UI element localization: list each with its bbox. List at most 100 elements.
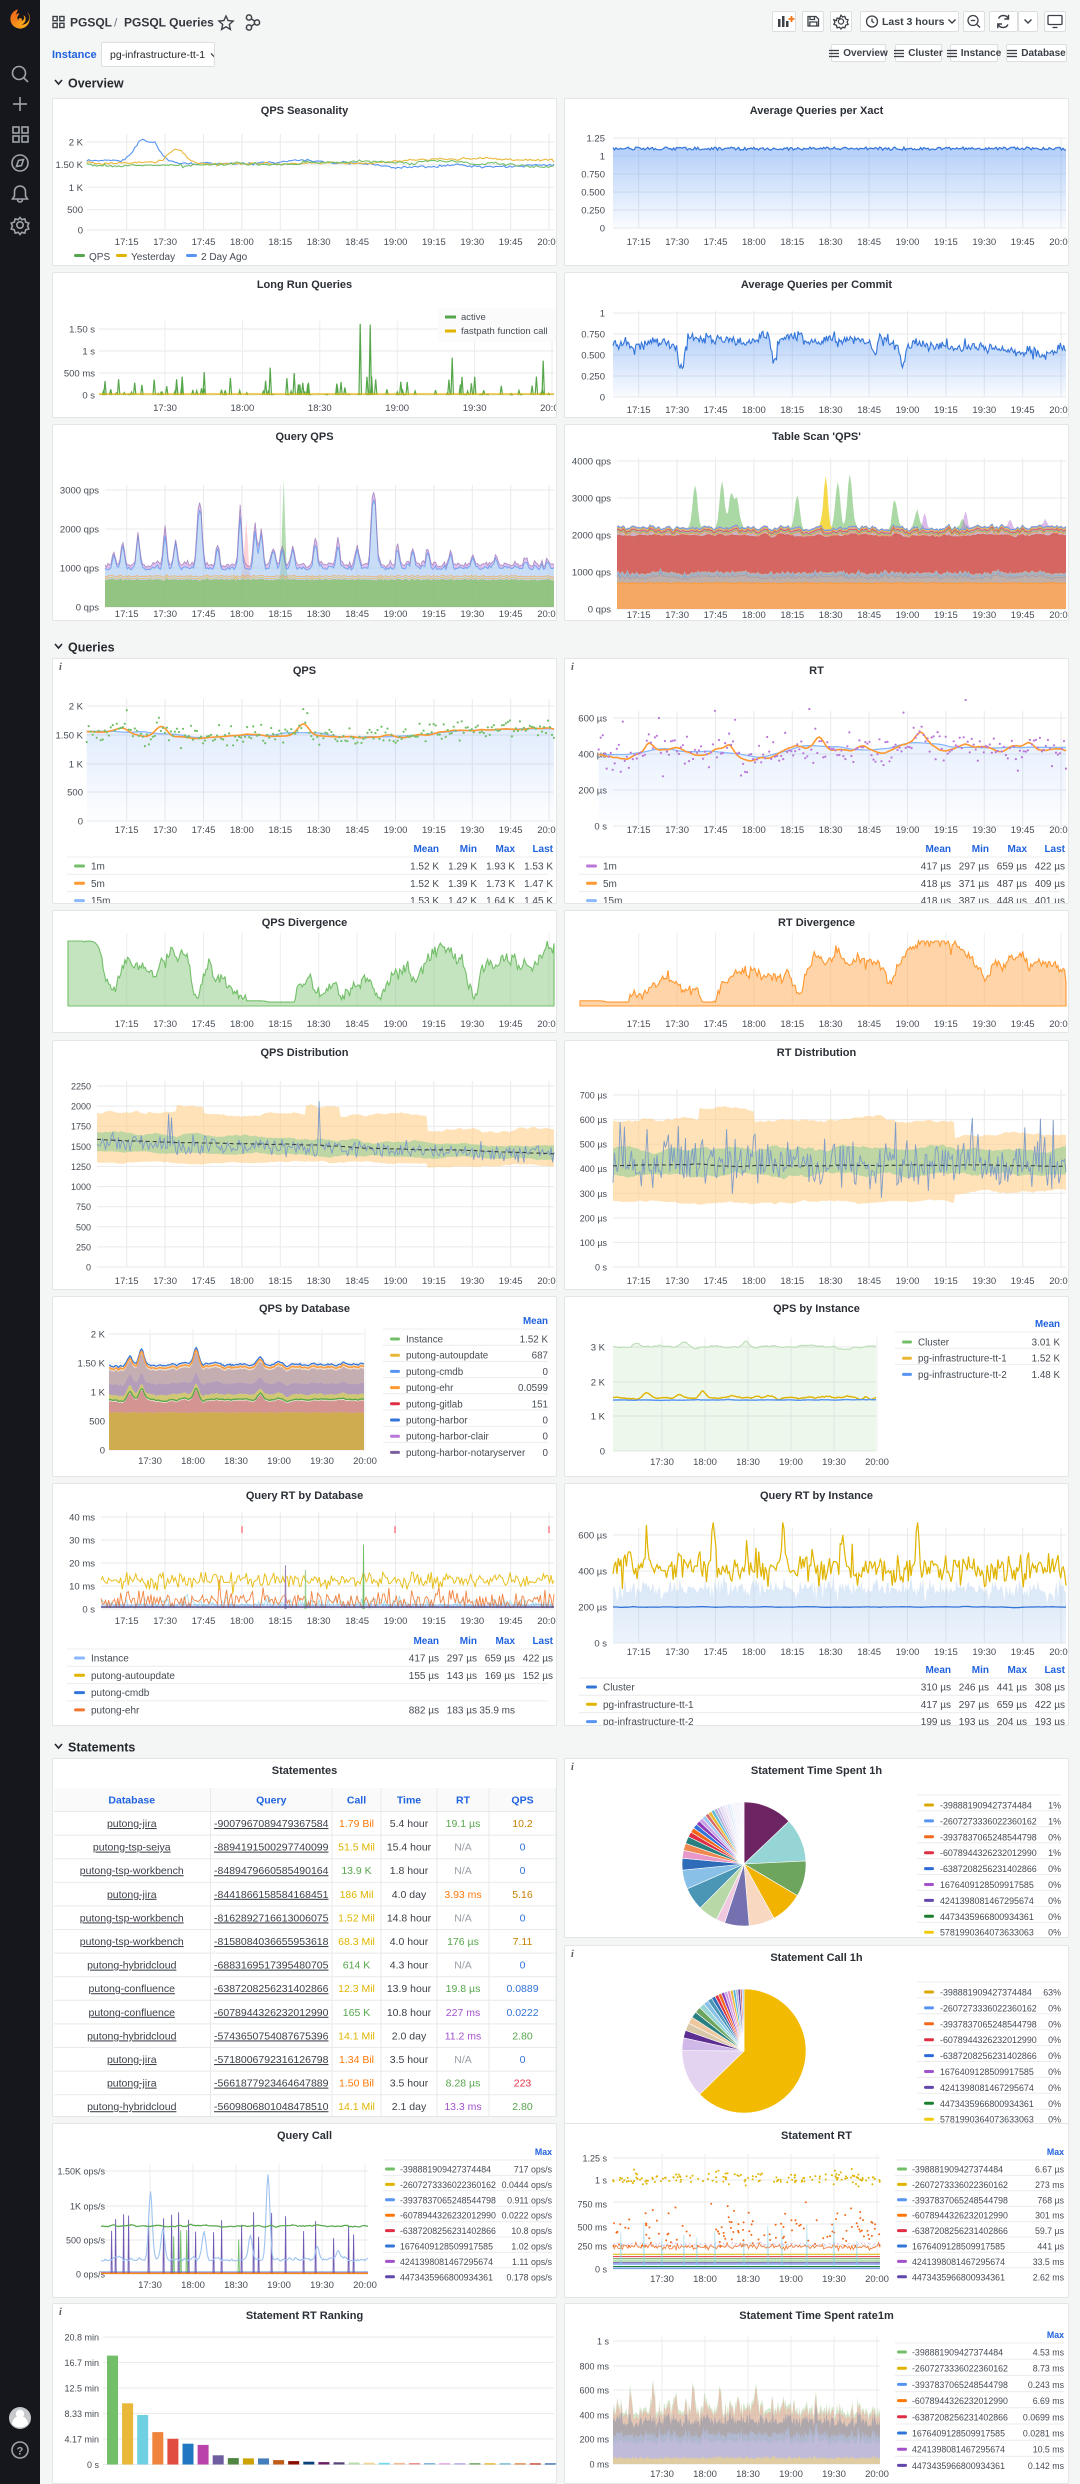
svg-text:Mean: Mean — [925, 844, 951, 855]
svg-text:14.1 Mil: 14.1 Mil — [338, 2101, 375, 2113]
svg-text:putong-jira: putong-jira — [107, 1818, 157, 1830]
svg-text:152 µs: 152 µs — [523, 1671, 553, 1682]
svg-text:500: 500 — [89, 1417, 105, 1428]
svg-text:PGSQL Queries: PGSQL Queries — [124, 16, 214, 30]
svg-text:0 s: 0 s — [594, 822, 607, 833]
svg-text:Yesterday: Yesterday — [131, 252, 175, 263]
svg-text:-3937837065248544798: -3937837065248544798 — [912, 2380, 1008, 2390]
svg-text:35.9 ms: 35.9 ms — [479, 1705, 515, 1716]
svg-text:18:15: 18:15 — [268, 825, 292, 836]
svg-text:18:15: 18:15 — [268, 1616, 292, 1627]
svg-text:19:45: 19:45 — [1011, 1647, 1035, 1658]
svg-text:20:00: 20:00 — [537, 1276, 557, 1287]
svg-text:20:00: 20:00 — [1049, 825, 1069, 836]
svg-text:19:45: 19:45 — [499, 1616, 523, 1627]
svg-text:18:45: 18:45 — [345, 825, 369, 836]
svg-text:19:30: 19:30 — [310, 1456, 334, 1467]
svg-text:0.250: 0.250 — [581, 372, 605, 383]
svg-text:1 K: 1 K — [69, 760, 84, 771]
svg-text:19:45: 19:45 — [499, 609, 523, 620]
svg-text:-9007967089479367584: -9007967089479367584 — [214, 1818, 329, 1830]
svg-text:6.69 ms: 6.69 ms — [1033, 2396, 1065, 2406]
svg-text:0 s: 0 s — [82, 1605, 95, 1616]
svg-text:0: 0 — [543, 1432, 549, 1443]
svg-text:1676409128509917585: 1676409128509917585 — [912, 2242, 1005, 2252]
svg-text:1.52 K: 1.52 K — [520, 1335, 549, 1346]
svg-text:227 ms: 227 ms — [446, 2007, 480, 2019]
svg-text:20:00: 20:00 — [1049, 405, 1069, 416]
svg-text:0%: 0% — [1048, 2115, 1061, 2125]
svg-text:17:30: 17:30 — [650, 2274, 674, 2285]
svg-text:0: 0 — [520, 1960, 526, 1972]
svg-text:4.53 ms: 4.53 ms — [1033, 2348, 1065, 2358]
svg-text:5781990364073633063: 5781990364073633063 — [940, 1928, 1034, 1938]
svg-text:20:00: 20:00 — [537, 1019, 557, 1030]
svg-text:19:30: 19:30 — [310, 2280, 334, 2291]
svg-text:0%: 0% — [1048, 1832, 1061, 1842]
svg-text:19:00: 19:00 — [896, 610, 920, 621]
svg-text:-2607273336022360162: -2607273336022360162 — [912, 2364, 1008, 2374]
svg-text:19.8 µs: 19.8 µs — [446, 1983, 481, 1995]
svg-text:1.64 K: 1.64 K — [486, 896, 515, 904]
svg-text:600 ms: 600 ms — [579, 2386, 609, 2396]
svg-text:273 ms: 273 ms — [1035, 2180, 1064, 2190]
svg-text:1 K: 1 K — [91, 1388, 106, 1399]
svg-text:14.8 hour: 14.8 hour — [387, 1912, 432, 1924]
svg-text:-3937837065248544798: -3937837065248544798 — [940, 2019, 1037, 2029]
svg-text:18:30: 18:30 — [307, 1276, 331, 1287]
svg-text:3.93 ms: 3.93 ms — [444, 1889, 481, 1901]
svg-text:18:30: 18:30 — [819, 405, 843, 416]
svg-text:17:30: 17:30 — [153, 1019, 177, 1030]
svg-text:5m: 5m — [91, 879, 105, 890]
svg-text:1676409128509917585: 1676409128509917585 — [912, 2429, 1005, 2439]
svg-text:0.0699 ms: 0.0699 ms — [1023, 2412, 1065, 2422]
svg-text:Max: Max — [496, 844, 516, 855]
svg-text:297 µs: 297 µs — [959, 862, 989, 873]
svg-text:2 Day Ago: 2 Day Ago — [201, 252, 248, 263]
svg-text:0: 0 — [78, 817, 83, 828]
svg-text:17:30: 17:30 — [138, 1456, 162, 1467]
svg-text:18:30: 18:30 — [736, 1457, 760, 1468]
svg-text:1.02 ops/s: 1.02 ops/s — [511, 2242, 552, 2252]
svg-text:Last 3 hours: Last 3 hours — [882, 16, 945, 28]
svg-text:0%: 0% — [1048, 1864, 1061, 1874]
svg-text:18:45: 18:45 — [857, 610, 881, 621]
svg-text:63%: 63% — [1043, 1988, 1061, 1998]
svg-text:500: 500 — [67, 205, 83, 216]
svg-text:putong-hybridcloud: putong-hybridcloud — [87, 1960, 176, 1972]
svg-text:17:45: 17:45 — [704, 405, 728, 416]
svg-text:1.25 s: 1.25 s — [582, 2154, 607, 2164]
svg-text:401 µs: 401 µs — [1035, 896, 1065, 904]
svg-text:putong-gitlab: putong-gitlab — [406, 1399, 463, 1410]
svg-text:18:45: 18:45 — [345, 237, 369, 248]
svg-text:Mean: Mean — [413, 844, 439, 855]
svg-text:17:15: 17:15 — [627, 825, 651, 836]
svg-text:-6078944326232012990: -6078944326232012990 — [912, 2211, 1008, 2221]
svg-text:169 µs: 169 µs — [485, 1671, 515, 1682]
svg-text:-3937837065248544798: -3937837065248544798 — [912, 2195, 1008, 2205]
svg-text:Min: Min — [460, 1636, 477, 1647]
svg-text:18:15: 18:15 — [780, 1276, 804, 1287]
svg-text:-6078944326232012990: -6078944326232012990 — [400, 2211, 496, 2221]
svg-text:19:15: 19:15 — [934, 1019, 958, 1030]
svg-text:1.42 K: 1.42 K — [448, 896, 477, 904]
svg-text:-3937837065248544798: -3937837065248544798 — [940, 1832, 1037, 1842]
svg-text:18:00: 18:00 — [230, 1276, 254, 1287]
svg-text:0%: 0% — [1048, 2067, 1061, 2077]
svg-text:417 µs: 417 µs — [921, 862, 951, 873]
svg-text:18:30: 18:30 — [308, 403, 332, 414]
svg-text:18:00: 18:00 — [231, 403, 255, 414]
svg-text:18:45: 18:45 — [857, 1019, 881, 1030]
svg-text:1.52 K: 1.52 K — [1032, 1354, 1061, 1365]
svg-text:165 K: 165 K — [343, 2007, 370, 2019]
svg-text:2 K: 2 K — [69, 138, 84, 149]
svg-text:600 µs: 600 µs — [578, 1531, 607, 1542]
svg-text:0.0222 ops/s: 0.0222 ops/s — [502, 2211, 553, 2221]
svg-text:1%: 1% — [1048, 1848, 1061, 1858]
svg-text:7.11: 7.11 — [513, 1936, 533, 1948]
svg-text:19:00: 19:00 — [779, 2469, 803, 2480]
svg-text:-2607273336022360162: -2607273336022360162 — [400, 2180, 496, 2190]
svg-text:500 ms: 500 ms — [64, 369, 95, 380]
svg-text:1676409128509917585: 1676409128509917585 — [400, 2242, 493, 2252]
svg-text:Call: Call — [347, 1795, 366, 1807]
